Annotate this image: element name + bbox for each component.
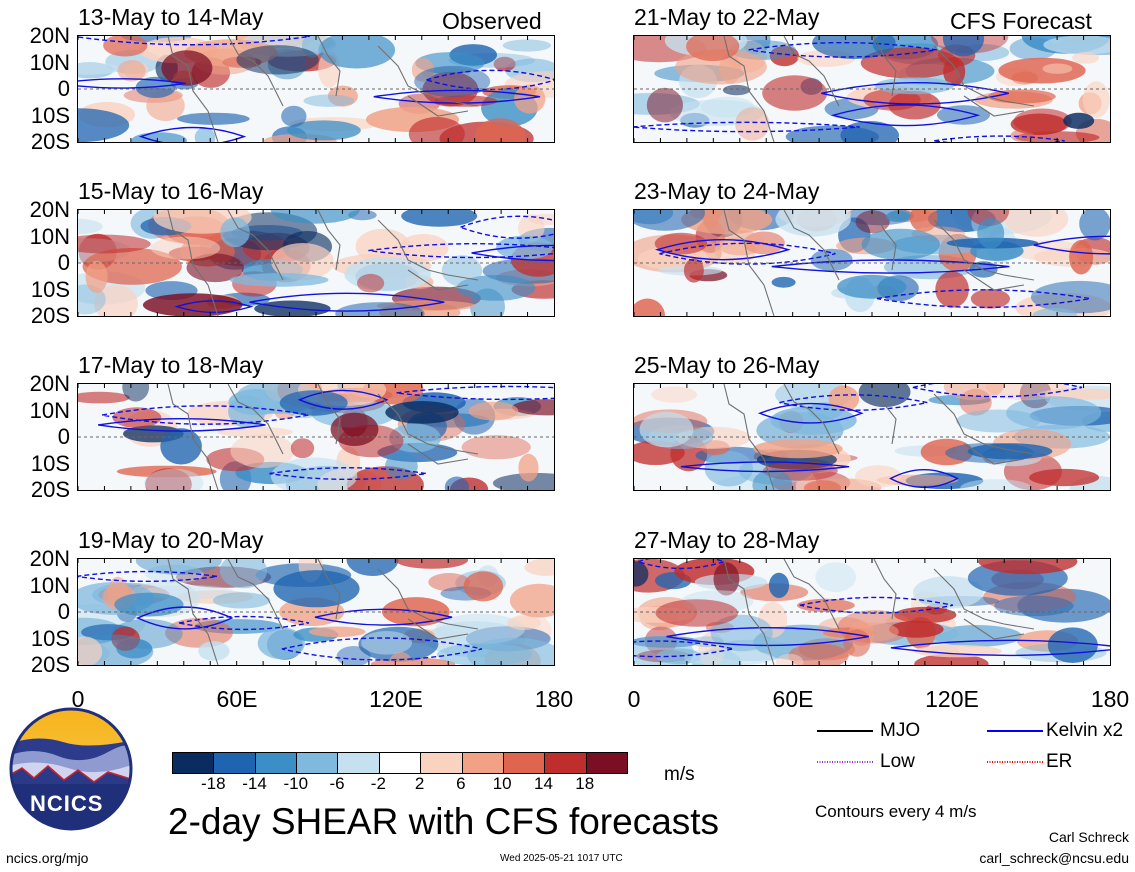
- colorbar-swatch: [379, 753, 422, 773]
- lat-tick-label: 10N: [29, 572, 70, 598]
- legend-kelvin: Kelvin x2: [1046, 720, 1124, 741]
- map-panel-3: [77, 383, 555, 491]
- shear-field: [634, 36, 1110, 142]
- colorbar-label: 14: [533, 774, 553, 793]
- legend-swatches-left: [817, 730, 873, 763]
- main-title: 2-day SHEAR with CFS forecasts: [168, 801, 720, 842]
- legend-swatches-right: [987, 730, 1043, 763]
- colorbar-swatch: [338, 753, 380, 773]
- shear-field: [634, 384, 1110, 490]
- lon-tick-label: 60E: [216, 686, 258, 712]
- lon-tick-label: 0: [627, 686, 641, 712]
- shear-field: [634, 210, 1110, 316]
- colorbar-label: 6: [456, 774, 466, 793]
- colorbar-units: m/s: [664, 764, 695, 785]
- colorbar-label: -6: [329, 774, 345, 793]
- lon-tick-label: 120E: [925, 686, 979, 712]
- lat-tick-label: 0: [57, 424, 70, 449]
- panel-title: 17-May to 18-May: [78, 352, 264, 378]
- lat-tick-label: 20S: [30, 303, 70, 328]
- shear-field: [78, 559, 554, 665]
- shear-field: [634, 559, 1110, 665]
- panel-title: 27-May to 28-May: [634, 527, 820, 553]
- colorbar-swatch: [173, 753, 215, 773]
- map-panel-7: [633, 383, 1111, 491]
- colorbar-swatch: [255, 753, 298, 773]
- lon-tick-label: 60E: [772, 686, 814, 712]
- lat-tick-label: 0: [57, 599, 70, 624]
- panel-title: 25-May to 26-May: [634, 352, 820, 378]
- footer-timestamp: Wed 2025-05-21 1017 UTC: [500, 853, 623, 864]
- lat-tick-label: 0: [57, 250, 70, 275]
- panel-title: 15-May to 16-May: [78, 178, 264, 204]
- colorbar-swatch: [462, 753, 504, 773]
- lat-tick-label: 20S: [30, 129, 70, 154]
- lon-tick-label: 180: [1090, 686, 1130, 712]
- colorbar-label: -2: [370, 774, 386, 793]
- lat-tick-label: 0: [57, 76, 70, 101]
- colorbar-swatch: [421, 753, 463, 773]
- lat-tick-label: 10N: [29, 397, 70, 423]
- lat-tick-label: 20S: [30, 477, 70, 502]
- ncics-logo: [8, 706, 134, 832]
- colorbar-label: -14: [242, 774, 267, 793]
- lat-tick-label: 20N: [29, 197, 70, 222]
- panel-title: 21-May to 22-May: [634, 4, 820, 30]
- footer-email[interactable]: carl_schreck@ncsu.edu: [979, 850, 1129, 866]
- lon-tick-label: 120E: [369, 686, 423, 712]
- lon-tick-label: 180: [534, 686, 574, 712]
- colorbar-label: -18: [200, 774, 226, 793]
- map-panel-4: [77, 558, 555, 666]
- lat-tick-label: 20N: [29, 371, 70, 396]
- lat-tick-label: 10N: [29, 223, 70, 249]
- colorbar-swatch: [297, 753, 339, 773]
- forecast-label: CFS Forecast: [950, 8, 1092, 34]
- colorbar: [172, 752, 628, 774]
- legend-low: Low: [880, 751, 915, 772]
- colorbar-label: 2: [414, 774, 425, 793]
- colorbar-swatch: [214, 753, 256, 773]
- colorbar-swatch: [545, 753, 587, 773]
- colorbar-label: 10: [492, 774, 512, 793]
- colorbar-swatch: [503, 753, 546, 773]
- colorbar-label: -10: [283, 774, 309, 793]
- contour-note: Contours every 4 m/s: [815, 802, 977, 821]
- lat-tick-label: 20N: [29, 23, 70, 48]
- legend-er: ER: [1046, 751, 1073, 772]
- panel-title: 19-May to 20-May: [78, 527, 264, 553]
- panel-title: 13-May to 14-May: [78, 4, 264, 30]
- colorbar-label: 18: [575, 774, 595, 793]
- lat-tick-label: 20S: [30, 652, 70, 677]
- map-panel-5: [633, 35, 1111, 143]
- map-panel-6: [633, 209, 1111, 317]
- panel-title: 23-May to 24-May: [634, 178, 820, 204]
- observed-label: Observed: [442, 8, 542, 34]
- footer-url[interactable]: ncics.org/mjo: [6, 850, 89, 866]
- lat-tick-label: 10S: [30, 450, 70, 476]
- shear-field: [78, 384, 554, 490]
- colorbar-swatch: [586, 753, 627, 773]
- legend-mjo: MJO: [880, 720, 921, 741]
- shear-field: [78, 210, 554, 316]
- lat-tick-label: 10S: [30, 625, 70, 651]
- lat-tick-label: 10S: [30, 276, 70, 302]
- lat-tick-label: 20N: [29, 546, 70, 571]
- lat-tick-label: 10S: [30, 102, 70, 128]
- footer-author: Carl Schreck: [1048, 829, 1129, 845]
- map-panel-8: [633, 558, 1111, 666]
- map-panel-2: [77, 209, 555, 317]
- map-panel-1: [77, 35, 555, 143]
- logo-text: NCICS: [30, 791, 104, 816]
- lon-tick-label: 0: [71, 686, 85, 712]
- lat-tick-label: 10N: [29, 49, 70, 75]
- shear-field: [78, 36, 554, 142]
